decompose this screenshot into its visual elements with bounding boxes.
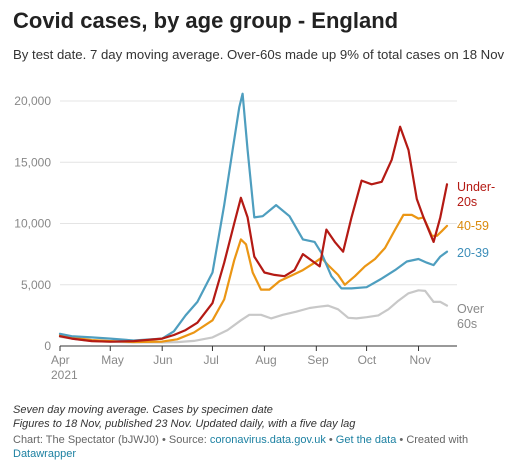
series-label-20-39: 20-39 (457, 246, 489, 260)
note-line-2: Figures to 18 Nov, published 23 Nov. Upd… (13, 418, 356, 430)
series-label-line: Under- (457, 180, 495, 194)
created-with-text: Created with (406, 434, 469, 446)
y-tick-label: 10,000 (14, 217, 51, 231)
series-line-40-59 (58, 213, 449, 344)
get-data-link[interactable]: Get the data (335, 434, 397, 446)
source-link[interactable]: coronavirus.data.gov.uk (209, 434, 326, 446)
x-tick-label: Apr (51, 353, 70, 367)
source-prefix: Source: (168, 434, 210, 446)
series-labels: Over 60s 40-59 20-39 Under-20s (457, 180, 495, 331)
footer-separator: • (396, 434, 407, 446)
note-line-1: Seven day moving average. Cases by speci… (13, 404, 273, 416)
datawrapper-link[interactable]: Datawrapper (13, 448, 76, 460)
x-tick-label: Sep (307, 353, 329, 367)
series-lines (58, 92, 449, 344)
y-tick-label: 5,000 (21, 278, 51, 292)
footer-separator: • (325, 434, 336, 446)
x-tick-label: May (101, 353, 124, 367)
chart-notes: Seven day moving average. Cases by speci… (13, 403, 508, 431)
series-line-over-60s (58, 289, 449, 344)
y-tick-label: 20,000 (14, 94, 51, 108)
series-line-under-20s (58, 125, 449, 343)
x-tick-sublabel: 2021 (51, 368, 78, 382)
series-label-line: 20-39 (457, 246, 489, 260)
series-label-line: 40-59 (457, 219, 489, 233)
series-label-line: 60s (457, 317, 477, 331)
x-tick-label: Oct (358, 353, 377, 367)
series-label-40-59: 40-59 (457, 219, 489, 233)
series-line-20-39 (58, 92, 449, 342)
y-tick-label: 15,000 (14, 155, 51, 169)
footer-separator: • (158, 434, 169, 446)
y-axis-ticks: 0 5,000 10,000 15,000 20,000 (14, 94, 51, 353)
series-label-line: 20s (457, 195, 477, 209)
y-tick-label: 0 (44, 339, 51, 353)
chart-title: Covid cases, by age group - England (13, 8, 399, 33)
x-tick-label: Jun (153, 353, 172, 367)
chart-footer: Chart: The Spectator (bJWJ0) • Source: c… (13, 433, 508, 461)
x-tick-label: Jul (203, 353, 218, 367)
series-label-under-20s: Under-20s (457, 180, 495, 209)
chart-subtitle: By test date. 7 day moving average. Over… (13, 47, 505, 62)
series-label-over-60s: Over 60s (457, 302, 484, 331)
series-label-line: Over (457, 302, 484, 316)
x-tick-label: Nov (410, 353, 431, 367)
chart-credit: Chart: The Spectator (bJWJ0) (13, 434, 159, 446)
x-tick-label: Aug (255, 353, 276, 367)
